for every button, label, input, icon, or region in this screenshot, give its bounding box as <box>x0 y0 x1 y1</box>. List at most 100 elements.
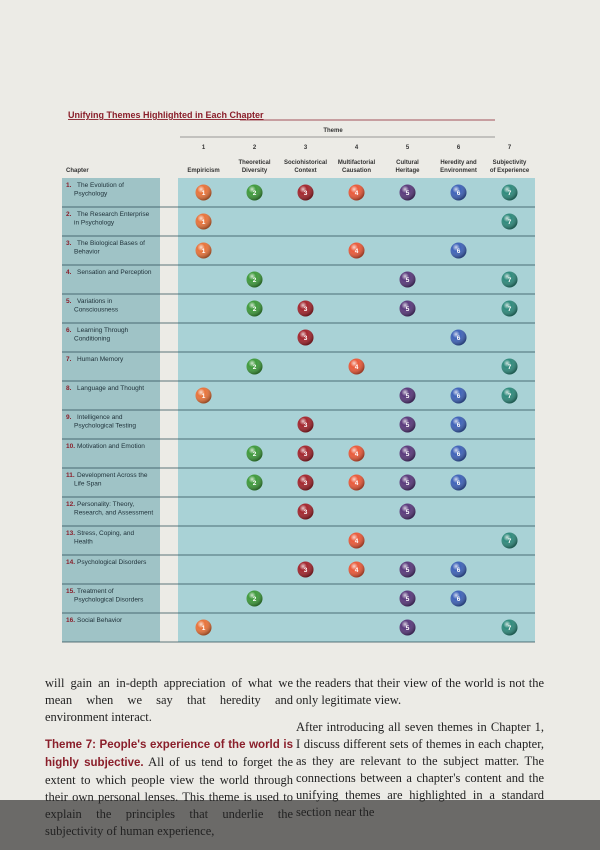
ball-shine <box>399 300 416 317</box>
ball-number: 4 <box>355 451 359 458</box>
ball-shine <box>348 184 365 201</box>
ball-shine <box>195 619 212 636</box>
ball-shine <box>501 300 518 317</box>
ball-shine <box>348 242 365 259</box>
ball-number: 6 <box>457 393 461 400</box>
ball-number: 4 <box>355 480 359 487</box>
ball-number: 4 <box>355 364 359 371</box>
ball-shine <box>348 358 365 375</box>
ball-shine <box>501 387 518 404</box>
ball-number: 3 <box>304 567 308 574</box>
ball-number: 5 <box>406 393 410 400</box>
ball-number: 5 <box>406 567 410 574</box>
ball-shine <box>399 561 416 578</box>
chapter-title: Personality: Theory, Research, and Assess… <box>74 501 153 517</box>
ball-number: 7 <box>508 364 512 371</box>
ball-shine <box>348 532 365 549</box>
ball-shine <box>399 474 416 491</box>
ball-shine <box>348 474 365 491</box>
chapter-number: 12. <box>66 501 75 508</box>
ball-number: 5 <box>406 277 410 284</box>
ball-number: 3 <box>304 422 308 429</box>
ball-shine <box>450 387 467 404</box>
ball-number: 7 <box>508 219 512 226</box>
ball-shine <box>450 184 467 201</box>
paragraph: After introducing all seven themes in Ch… <box>296 720 544 819</box>
ball-shine <box>246 300 263 317</box>
ball-number: 7 <box>508 277 512 284</box>
ball-number: 6 <box>457 335 461 342</box>
chapter-number: 8. <box>66 385 72 392</box>
heading: Theme 7: People's experience of the worl… <box>45 739 293 769</box>
theme-name: Multifactorial Causation <box>338 160 376 174</box>
ball-shine <box>501 271 518 288</box>
ball-shine <box>246 358 263 375</box>
chapter-title: Sensation and Perception <box>77 269 152 276</box>
ball-number: 3 <box>304 451 308 458</box>
ball-number: 3 <box>304 306 308 313</box>
paragraph: will gain an in-depth appreciation of wh… <box>45 676 293 724</box>
theme-number: 7 <box>508 145 512 151</box>
theme-name: Subjectivity of Experience <box>490 160 530 174</box>
ball-shine <box>450 416 467 433</box>
ball-shine <box>246 474 263 491</box>
chapter-number: 9. <box>66 414 72 421</box>
ball-shine <box>501 213 518 230</box>
theme-name: Empiricism <box>187 168 219 174</box>
chapter-title: Language and Thought <box>77 385 144 392</box>
right-column: the readers that their view of the world… <box>296 675 544 831</box>
ball-number: 5 <box>406 480 410 487</box>
ball-shine <box>297 445 314 462</box>
ball-number: 5 <box>406 625 410 632</box>
chapter-title: Motivation and Emotion <box>77 443 145 450</box>
ball-number: 4 <box>355 538 359 545</box>
chapter-number: 16. <box>66 617 75 624</box>
theme-number: 1 <box>202 145 206 151</box>
ball-number: 5 <box>406 596 410 603</box>
chapter-number: 14. <box>66 559 75 566</box>
ball-number: 5 <box>406 422 410 429</box>
ball-shine <box>195 242 212 259</box>
chapter-number: 15. <box>66 588 75 595</box>
ball-number: 4 <box>355 190 359 197</box>
ball-number: 5 <box>406 509 410 516</box>
chapter-number: 5. <box>66 298 72 305</box>
ball-shine <box>348 561 365 578</box>
ball-shine <box>450 474 467 491</box>
ball-number: 2 <box>253 480 257 487</box>
ball-number: 3 <box>304 335 308 342</box>
chapter-title: The Research Enterprise in Psychology <box>74 211 150 227</box>
ball-number: 3 <box>304 509 308 516</box>
theme-name: Theoretical Diversity <box>238 160 270 174</box>
ball-number: 4 <box>355 248 359 255</box>
ball-number: 6 <box>457 480 461 487</box>
ball-shine <box>297 300 314 317</box>
chapter-title: Variations in Consciousness <box>74 298 119 314</box>
ball-shine <box>399 387 416 404</box>
ball-shine <box>297 503 314 520</box>
chapter-number: 1. <box>66 182 72 189</box>
ball-shine <box>450 242 467 259</box>
ball-shine <box>246 271 263 288</box>
ball-shine <box>195 213 212 230</box>
theme-number: 4 <box>355 145 359 151</box>
ball-shine <box>399 416 416 433</box>
chapter-number: 2. <box>66 211 72 218</box>
theme-number: 6 <box>457 145 461 151</box>
ball-number: 7 <box>508 393 512 400</box>
chapter-number: 7. <box>66 356 72 363</box>
ball-number: 2 <box>253 451 257 458</box>
ball-shine <box>297 561 314 578</box>
theme-number: 5 <box>406 145 410 151</box>
ball-shine <box>450 590 467 607</box>
ball-number: 5 <box>406 451 410 458</box>
ball-number: 6 <box>457 596 461 603</box>
chapter-title: The Evolution of Psychology <box>74 182 124 198</box>
ball-shine <box>501 532 518 549</box>
ball-number: 6 <box>457 190 461 197</box>
ball-number: 5 <box>406 190 410 197</box>
ball-number: 2 <box>253 364 257 371</box>
ball-number: 1 <box>202 393 206 400</box>
chapter-number: 6. <box>66 327 72 334</box>
